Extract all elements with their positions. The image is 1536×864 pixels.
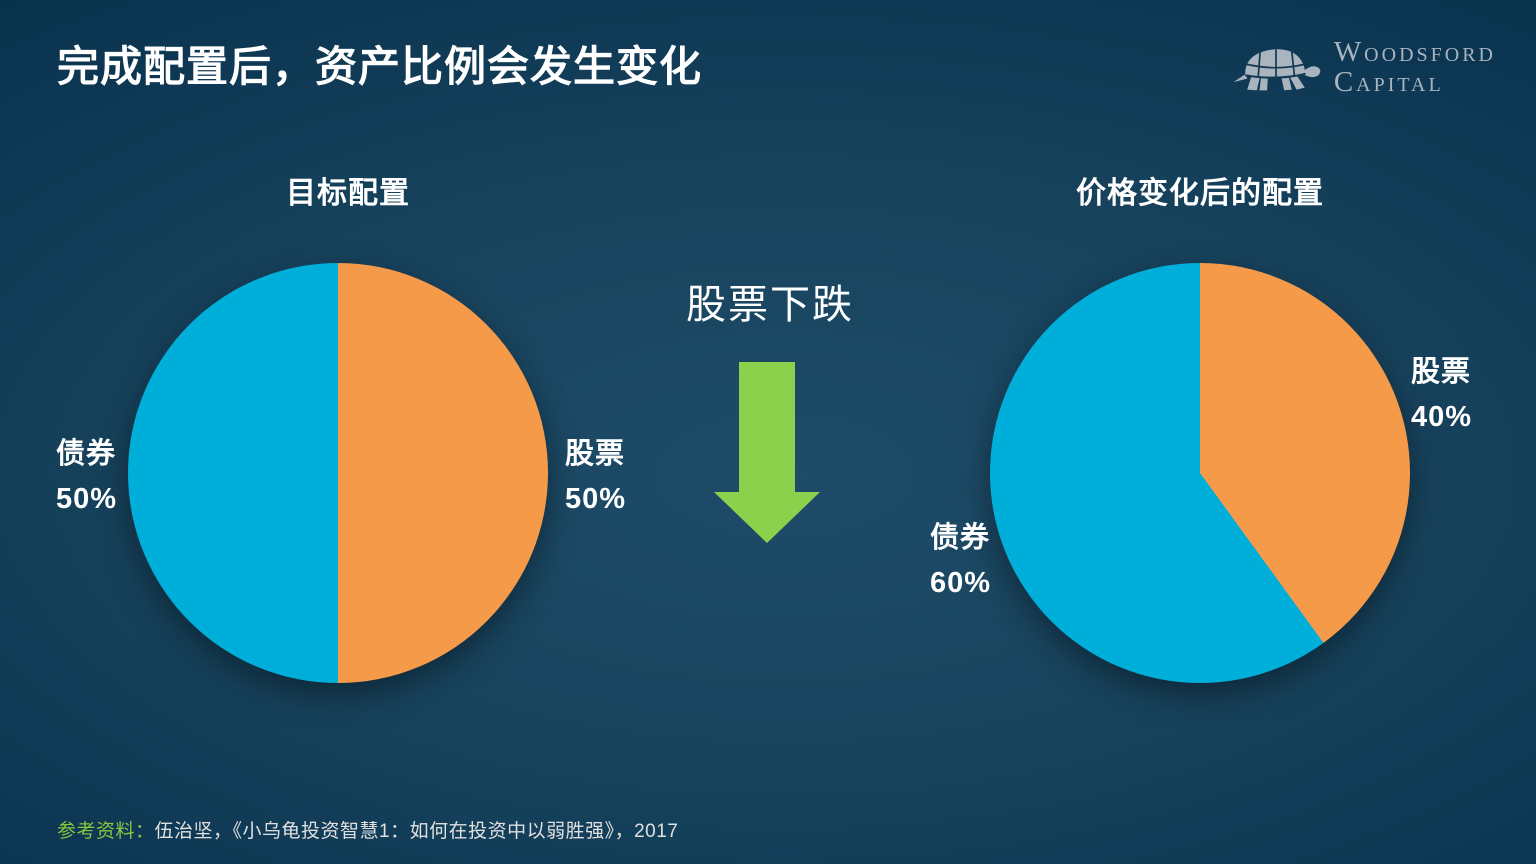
- right-pie-bonds-label: 债券 60%: [930, 516, 991, 606]
- slice-percent: 50%: [56, 483, 118, 515]
- page-title: 完成配置后，资产比例会发生变化: [57, 43, 703, 90]
- logo-line-2: Capital: [1333, 66, 1444, 98]
- slice-name: 股票: [1411, 356, 1472, 388]
- slice-name: 债券: [930, 522, 991, 554]
- slice-percent: 60%: [930, 567, 992, 599]
- slice-percent: 50%: [565, 483, 627, 515]
- middle-caption: 股票下跌: [686, 283, 854, 327]
- right-pie-title: 价格变化后的配置: [1076, 177, 1324, 210]
- logo-line-1: Woodsford: [1333, 35, 1496, 68]
- slice-name: 债券: [56, 438, 117, 470]
- down-arrow-icon: [714, 362, 820, 543]
- left-pie-bonds-label: 债券 50%: [56, 432, 117, 522]
- slice-percent: 40%: [1411, 401, 1473, 433]
- slice-name: 股票: [565, 438, 626, 470]
- left-pie-chart: [128, 263, 548, 683]
- right-pie-stocks-label: 股票 40%: [1411, 350, 1472, 440]
- reference-footer: 参考资料：伍治坚，《小乌龟投资智慧1：如何在投资中以弱胜强》，2017: [57, 816, 678, 843]
- reference-label: 参考资料：: [57, 821, 155, 842]
- right-pie-chart: [990, 263, 1410, 683]
- left-pie-stocks-label: 股票 50%: [565, 432, 626, 522]
- company-logo: Woodsford Capital: [1228, 36, 1496, 98]
- reference-text: 伍治坚，《小乌龟投资智慧1：如何在投资中以弱胜强》，2017: [154, 821, 679, 842]
- turtle-icon: [1233, 49, 1321, 91]
- left-pie-title: 目标配置: [286, 177, 410, 210]
- logo-wordmark: Woodsford Capital: [1333, 35, 1496, 98]
